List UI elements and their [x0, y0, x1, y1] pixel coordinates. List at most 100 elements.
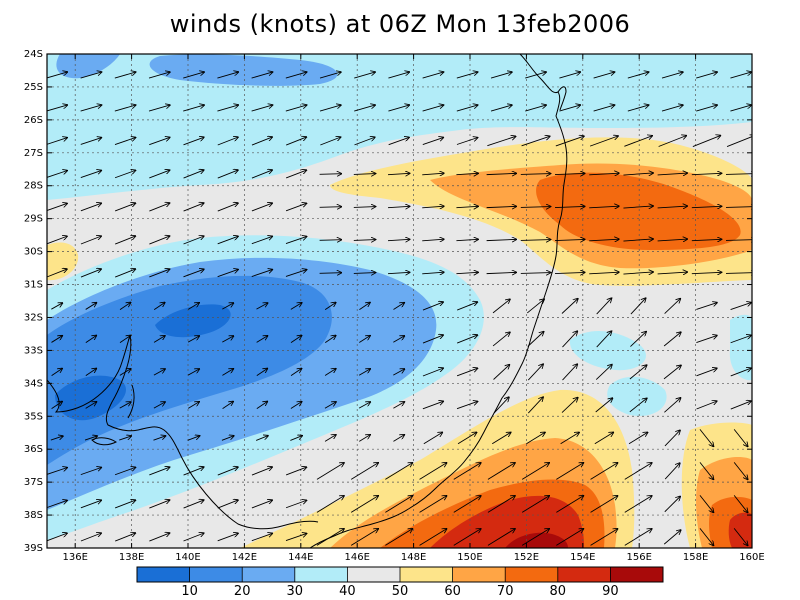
wind-arrow	[555, 136, 584, 147]
wind-arrow	[624, 463, 652, 480]
wind-arrow	[726, 135, 752, 147]
wind-arrow	[217, 500, 238, 509]
wind-arrow	[493, 364, 510, 380]
lon-label: 140E	[175, 552, 200, 563]
wind-arrow	[183, 236, 205, 245]
wind-arrow	[556, 496, 583, 513]
wind-arrow	[487, 136, 515, 147]
lon-label: 156E	[626, 552, 651, 563]
wind-arrow	[733, 462, 748, 479]
wind-arrow	[47, 138, 68, 145]
wind-arrow	[664, 496, 681, 513]
wind-arrow	[623, 239, 653, 241]
lat-label: 26S	[24, 115, 43, 126]
wind-arrow	[657, 272, 688, 274]
wind-arrow	[590, 529, 618, 546]
wind-arrow	[324, 369, 336, 376]
wind-arrow	[217, 269, 239, 278]
wind-arrow	[696, 401, 718, 410]
wind-arrow	[627, 72, 649, 79]
wind-arrow	[114, 467, 136, 476]
wind-arrow	[149, 137, 170, 146]
wind-arrow	[285, 500, 307, 509]
band-20-30-north	[56, 54, 120, 79]
wind-arrow	[725, 273, 752, 274]
lon-label: 152E	[514, 552, 539, 563]
colorbar-swatch	[505, 567, 559, 582]
wind-arrow	[525, 105, 546, 112]
wind-arrow	[251, 72, 273, 79]
wind-arrow	[630, 298, 646, 315]
wind-arrow	[85, 303, 97, 310]
wind-arrow	[590, 463, 618, 480]
wind-arrow	[387, 206, 410, 207]
wind-arrow	[699, 429, 714, 446]
wind-arrow	[290, 402, 302, 409]
lat-label: 33S	[24, 345, 43, 356]
wind-arrow	[51, 401, 63, 410]
colorbar-label: 40	[339, 584, 356, 599]
wind-arrow	[422, 137, 444, 146]
wind-arrow	[114, 105, 136, 112]
wind-arrow	[187, 436, 200, 441]
wind-arrow	[453, 529, 481, 546]
wind-arrow	[456, 239, 478, 240]
lon-label: 138E	[119, 552, 144, 563]
wind-arrow	[316, 463, 344, 480]
colorbar-label: 70	[497, 584, 514, 599]
wind-arrow	[456, 72, 478, 79]
wind-arrow	[359, 302, 370, 311]
wind-arrow	[80, 138, 102, 145]
wind-arrow	[285, 467, 307, 476]
wind-arrow	[385, 496, 412, 513]
wind-arrow	[80, 72, 102, 79]
wind-arrow	[251, 170, 272, 179]
wind-arrow	[115, 533, 135, 542]
wind-arrow	[47, 236, 68, 245]
wind-arrow	[319, 105, 341, 112]
wind-arrow	[730, 335, 752, 344]
wind-arrow	[561, 298, 578, 314]
wind-arrow	[353, 207, 376, 208]
lat-label: 39S	[24, 543, 43, 554]
wind-vectors	[47, 72, 752, 546]
wind-arrow	[319, 174, 342, 175]
wind-arrow	[256, 368, 268, 376]
colorbar-legend: 10 20 30 40 50 60 70 80 90	[136, 566, 664, 599]
colorbar-label: 80	[550, 584, 567, 599]
wind-arrow	[486, 272, 517, 273]
wind-arrow	[730, 401, 751, 410]
wind-arrow	[187, 336, 199, 343]
wind-arrow	[217, 203, 238, 212]
wind-arrow	[419, 529, 447, 546]
wind-arrow	[526, 299, 544, 314]
wind-arrow	[422, 206, 444, 208]
lat-label: 31S	[24, 280, 43, 291]
wind-arrow	[119, 369, 131, 376]
wind-arrow	[222, 336, 233, 343]
wind-arrow	[590, 496, 618, 513]
wind-arrow	[725, 240, 752, 241]
wind-arrow	[554, 239, 585, 240]
wind-arrow	[730, 72, 751, 79]
band-lt10-west-a	[155, 304, 231, 338]
wind-arrow	[699, 528, 714, 545]
wind-arrow	[359, 435, 370, 442]
wind-arrow	[324, 402, 336, 409]
wind-arrow	[319, 273, 342, 274]
wind-arrow	[217, 236, 239, 245]
wind-arrow	[733, 429, 748, 446]
wind-arrow	[730, 105, 751, 112]
colorbar-label: 30	[287, 584, 304, 599]
wind-arrow	[589, 136, 618, 147]
colorbar-swatch	[242, 567, 296, 582]
wind-arrow	[453, 496, 481, 513]
lat-label: 24S	[24, 49, 43, 60]
wind-arrow	[47, 533, 68, 542]
lat-label: 32S	[24, 312, 43, 323]
wind-arrow	[285, 170, 307, 179]
wind-arrow	[696, 105, 717, 112]
wind-arrow	[453, 463, 481, 480]
wind-arrow	[285, 105, 307, 112]
